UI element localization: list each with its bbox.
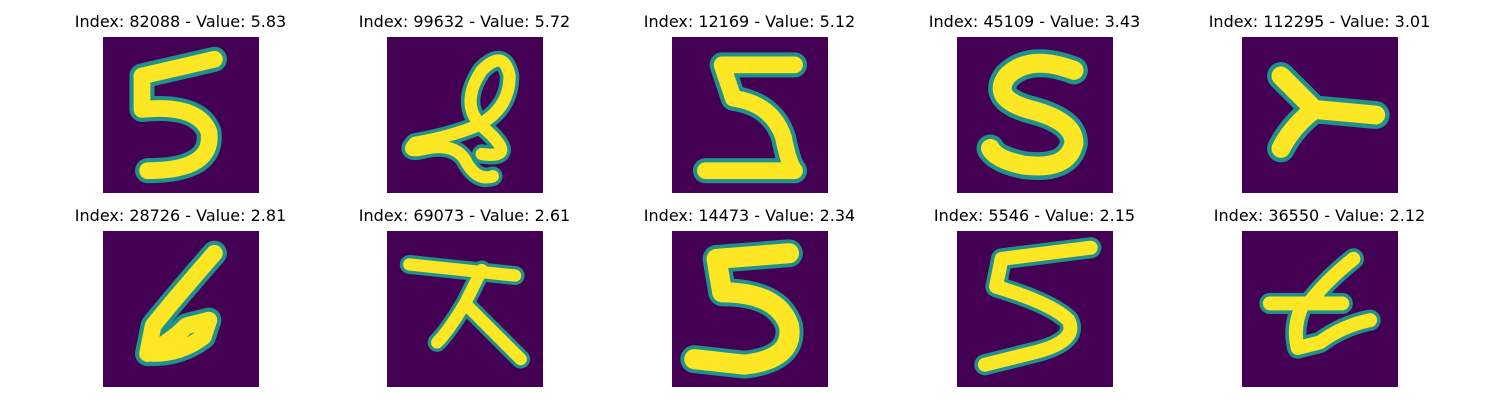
handwritten-5-digit-icon [672, 231, 828, 387]
handwritten-z-like-digit-icon [672, 37, 828, 193]
panel-title: Index: 12169 - Value: 5.12 [643, 12, 856, 31]
digit-image [957, 231, 1113, 387]
panel-5: Index: 112295 - Value: 3.01 [1177, 10, 1462, 193]
digit-image [103, 231, 259, 387]
panel-8: Index: 14473 - Value: 2.34 [607, 204, 892, 387]
handwritten-5-digit-icon [957, 231, 1113, 387]
panel-title: Index: 5546 - Value: 2.15 [933, 206, 1136, 225]
digit-image [387, 37, 543, 193]
panel-6: Index: 28726 - Value: 2.81 [38, 204, 323, 387]
panel-1: Index: 82088 - Value: 5.83 [38, 10, 323, 193]
panel-title: Index: 99632 - Value: 5.72 [358, 12, 571, 31]
panel-title: Index: 82088 - Value: 5.83 [74, 12, 287, 31]
panel-title: Index: 28726 - Value: 2.81 [74, 206, 287, 225]
digit-image [957, 37, 1113, 193]
panel-4: Index: 45109 - Value: 3.43 [892, 10, 1177, 193]
handwritten-crossed-strokes-icon [387, 231, 543, 387]
panel-title: Index: 112295 - Value: 3.01 [1208, 12, 1431, 31]
panel-title: Index: 36550 - Value: 2.12 [1213, 206, 1426, 225]
handwritten-crossed-strokes-icon [1242, 231, 1398, 387]
panel-2: Index: 99632 - Value: 5.72 [322, 10, 607, 193]
panel-title: Index: 69073 - Value: 2.61 [358, 206, 571, 225]
handwritten-slanted-stroke-icon [103, 231, 259, 387]
digit-image [387, 231, 543, 387]
panel-title: Index: 45109 - Value: 3.43 [928, 12, 1141, 31]
handwritten-looped-scribble-icon [387, 37, 543, 193]
handwritten-5-digit-icon [103, 37, 259, 193]
panel-9: Index: 5546 - Value: 2.15 [892, 204, 1177, 387]
panel-10: Index: 36550 - Value: 2.12 [1177, 204, 1462, 387]
digit-image [1242, 231, 1398, 387]
digit-image [672, 231, 828, 387]
handwritten-y-like-shape-icon [1242, 37, 1398, 193]
panel-7: Index: 69073 - Value: 2.61 [322, 204, 607, 387]
digit-image [672, 37, 828, 193]
panel-title: Index: 14473 - Value: 2.34 [643, 206, 856, 225]
handwritten-s-digit-icon [957, 37, 1113, 193]
panel-3: Index: 12169 - Value: 5.12 [607, 10, 892, 193]
digit-image [103, 37, 259, 193]
digit-image [1242, 37, 1398, 193]
